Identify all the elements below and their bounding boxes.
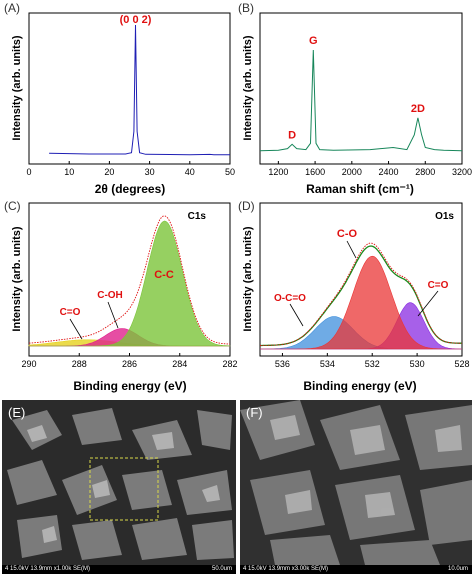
sem-image-f-scale: 10.0um (447, 566, 468, 572)
sem-image-e-texture (2, 400, 236, 565)
panel-d-tick-label: 530 (410, 359, 425, 369)
panel-b-tick-label: 1200 (268, 167, 288, 177)
sem-image-f-texture (240, 400, 472, 565)
panel-a-tick-label: 0 (26, 167, 31, 177)
panel-d-label-oco: O-C=O (274, 293, 306, 304)
panel-c-peak-cc (29, 220, 231, 347)
panel-b-tick-label: 2800 (415, 167, 435, 177)
panel-b-x-axis-label: Raman shift (cm⁻¹) (306, 182, 414, 196)
panel-a-annotation-002: (0 0 2) (120, 14, 152, 26)
panel-c-tick-label: 286 (122, 359, 137, 369)
panel-c-pointer-co (69, 318, 83, 340)
panel-d-pointer-ceqo (417, 290, 439, 317)
panel-c-x-ticks: 290 288 286 284 282 (21, 353, 238, 369)
sem-image-f-info: 4 15.0kV 13.9mm x3.00k SE(M) (243, 566, 329, 572)
panel-b-frame (259, 12, 463, 165)
panel-a-x-axis-label: 2θ (degrees) (95, 182, 166, 196)
panel-d-tick-label: 534 (320, 359, 335, 369)
panel-d-frame (259, 202, 463, 357)
panel-b-x-ticks: 1200 1600 2000 2400 2800 3200 (268, 161, 472, 177)
panel-b-y-axis-label: Intensity (arb. units) (242, 35, 254, 140)
panel-a-tick-label: 50 (225, 167, 235, 177)
panel-d-pointer-co (346, 240, 357, 259)
panel-c-y-axis-label: Intensity (arb. units) (11, 226, 23, 331)
panel-a-letter: (A) (4, 1, 20, 15)
panel-c-x-axis-label: Binding energy (eV) (73, 379, 186, 393)
panel-d-label-co: C-O (337, 228, 358, 240)
panel-b-tick-label: 3200 (452, 167, 472, 177)
sem-image-f: (F) 4 15.0kV 13.9mm x3.00k SE(M) 10.0um (240, 400, 472, 574)
panel-b-annotation-d: D (288, 129, 296, 141)
panel-a-series-line (49, 24, 230, 156)
panel-c-tick-label: 288 (72, 359, 87, 369)
panel-a-tick-label: 10 (64, 167, 74, 177)
panel-a-x-ticks: 0 10 20 30 40 50 (26, 161, 235, 177)
panel-c: (C) 290 288 286 284 282 C1s C-C C-OH C=O Bin… (4, 199, 238, 393)
panel-d-x-axis-label: Binding energy (eV) (303, 379, 416, 393)
sem-image-e-scale: 50.0um (211, 566, 232, 572)
panel-d-peaks (260, 255, 462, 350)
panel-a: (A) 0 10 20 30 40 50 (0 0 2) 2θ (degrees) Int… (4, 1, 235, 196)
panel-b-tick-label: 2000 (342, 167, 362, 177)
panel-a-frame (28, 12, 231, 165)
panel-c-peaks (28, 220, 231, 347)
panel-c-tick-label: 290 (21, 359, 36, 369)
panel-a-tick-label: 40 (185, 167, 195, 177)
panel-c-tick-label: 284 (172, 359, 187, 369)
panel-d-title: O1s (435, 211, 454, 222)
panel-c-pointer-coh (107, 301, 119, 329)
panel-b-annotation-2d: 2D (411, 103, 425, 115)
panel-d-raw-data (260, 242, 462, 346)
panel-d-tick-label: 536 (275, 359, 290, 369)
panel-a-tick-label: 20 (104, 167, 114, 177)
panel-c-label-cc: C-C (154, 269, 174, 281)
sem-image-e: (E) 4 15.0kV 13.9mm x1.00k SE(M) 50.0um (2, 400, 236, 574)
sem-image-e-info-bar: 4 15.0kV 13.9mm x1.00k SE(M) (2, 565, 236, 574)
panel-a-y-axis-label: Intensity (arb. units) (11, 35, 23, 140)
panel-b: (B) 1200 1600 2000 2400 2800 3200 D G 2D Rama… (238, 1, 472, 196)
panel-d-peak-co (260, 255, 462, 350)
panel-c-letter: (C) (4, 199, 21, 213)
sem-image-e-letter: (E) (8, 405, 26, 420)
panel-b-annotation-g: G (309, 35, 318, 47)
panel-d-tick-label: 532 (365, 359, 380, 369)
panel-b-tick-label: 1600 (305, 167, 325, 177)
panel-b-letter: (B) (238, 1, 254, 15)
panel-d-x-ticks: 536 534 532 530 528 (275, 353, 470, 369)
figure-canvas: (A) 0 10 20 30 40 50 (0 0 2) 2θ (degrees) Int… (4, 1, 472, 393)
sem-image-f-letter: (F) (246, 405, 263, 420)
sem-image-f-info-bar: 4 15.0kV 13.9mm x3.00k SE(M) (240, 565, 472, 574)
panel-c-tick-label: 282 (222, 359, 237, 369)
panel-d-tick-label: 528 (454, 359, 469, 369)
panel-d-letter: (D) (238, 199, 255, 213)
panel-d-y-axis-label: Intensity (arb. units) (242, 226, 254, 331)
panel-c-label-co: C=O (60, 307, 81, 318)
panel-a-tick-label: 30 (145, 167, 155, 177)
panel-c-raw-data (28, 215, 231, 345)
panel-d-pointer-oco (289, 303, 304, 327)
panel-c-title: C1s (188, 211, 207, 222)
panel-d: (D) 536 534 532 530 528 O1s C-O O-C=O C=O Bi… (238, 199, 470, 393)
sem-image-e-info: 4 15.0kV 13.9mm x1.00k SE(M) (5, 566, 91, 572)
panel-b-series-line (259, 49, 463, 152)
panel-c-label-coh: C-OH (97, 290, 123, 301)
panel-b-tick-label: 2400 (379, 167, 399, 177)
panel-d-label-ceqo: C=O (428, 280, 449, 291)
